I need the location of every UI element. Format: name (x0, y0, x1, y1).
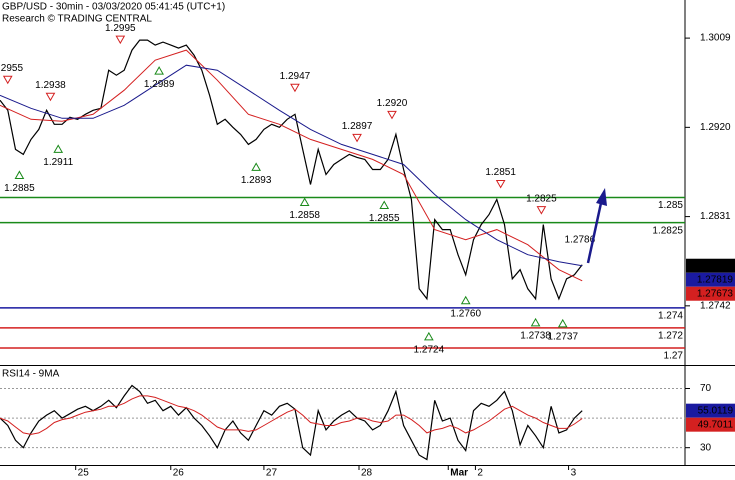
low-marker (14, 170, 25, 179)
high-marker (536, 206, 547, 215)
high-marker (45, 92, 56, 102)
level-label: 1.272 (658, 331, 683, 342)
low-label: 1.2855 (369, 213, 400, 224)
high-label: 1.2897 (342, 121, 373, 132)
low-marker (379, 200, 390, 210)
low-label: 1.2737 (547, 331, 578, 342)
price-tag-label: 55.0119 (698, 405, 734, 416)
forecast-arrow-head (596, 188, 607, 206)
plot-layer: 1.30091.29201.28311.27421.2851.28251.274… (0, 23, 735, 479)
low-label: 1.2738 (520, 330, 551, 341)
low-marker (154, 66, 164, 75)
price-tag (686, 258, 735, 273)
level-label: 1.2825 (652, 225, 683, 236)
low-marker (53, 144, 64, 153)
high-label: 1.2955 (0, 63, 23, 74)
rsi-title: RSI14 - 9MA (2, 369, 60, 380)
high-marker (387, 110, 397, 120)
low-label: 1.2885 (4, 183, 35, 194)
level-label: 1.285 (658, 200, 683, 211)
high-label: 1.2938 (35, 80, 66, 91)
price-tag-label: 1.2782 (702, 260, 733, 271)
high-label: 1.2995 (105, 23, 136, 34)
high-marker (352, 133, 362, 143)
y-tick-label: 1.2831 (700, 211, 731, 222)
price-tag-label: 1.27673 (697, 288, 734, 299)
x-tick-label: 3 (571, 468, 577, 479)
target-label: 1.2786 (565, 234, 596, 245)
low-label: 1.2989 (144, 79, 175, 90)
price-tag (686, 272, 735, 287)
low-label: 1.2724 (414, 345, 445, 356)
high-label: 1.2825 (526, 193, 557, 204)
low-label: 1.2760 (450, 308, 481, 319)
low-label: 1.2893 (241, 175, 272, 186)
level-label: 1.27 (664, 351, 684, 362)
low-marker (251, 162, 262, 171)
forecast-arrow (586, 202, 603, 264)
low-marker (299, 197, 310, 207)
y-tick-label: 30 (700, 442, 712, 453)
price-tag (686, 286, 735, 301)
chart-title: GBP/USD - 30min - 03/03/2020 05:41:45 (U… (2, 2, 225, 13)
series-line (0, 395, 583, 435)
high-marker (290, 83, 300, 93)
y-tick-label: 1.2742 (700, 300, 731, 311)
x-tick-label: 2 (477, 468, 483, 479)
high-label: 1.2920 (377, 98, 408, 109)
level-label: 1.274 (658, 310, 683, 321)
series-line (0, 49, 583, 282)
high-label: 1.2947 (280, 71, 311, 82)
high-label: 1.2851 (485, 167, 516, 178)
price-tag-label: 1.27819 (697, 274, 734, 285)
series-line (0, 64, 583, 267)
y-tick-label: 70 (700, 383, 712, 394)
low-label: 1.2858 (289, 210, 320, 221)
low-marker (557, 318, 568, 328)
high-marker (495, 180, 506, 189)
x-tick-label: 27 (266, 468, 278, 479)
y-tick-label: 1.3009 (700, 33, 731, 44)
low-marker (423, 331, 434, 341)
series-line (0, 39, 583, 301)
x-tick-label: Mar (450, 468, 468, 479)
x-tick-label: 25 (78, 468, 90, 479)
price-tag (686, 417, 735, 432)
x-tick-label: 28 (361, 468, 373, 479)
low-marker (460, 295, 471, 305)
high-marker (2, 75, 13, 85)
y-tick-label: 1.2920 (700, 122, 731, 133)
series-line (0, 384, 583, 461)
high-marker (115, 35, 126, 45)
low-label: 1.2911 (43, 157, 73, 168)
low-marker (530, 317, 541, 327)
chart-subtitle: Research © TRADING CENTRAL (2, 14, 152, 25)
price-tag (686, 403, 735, 418)
price-tag-label: 49.7011 (698, 419, 734, 430)
x-tick-label: 26 (173, 468, 185, 479)
